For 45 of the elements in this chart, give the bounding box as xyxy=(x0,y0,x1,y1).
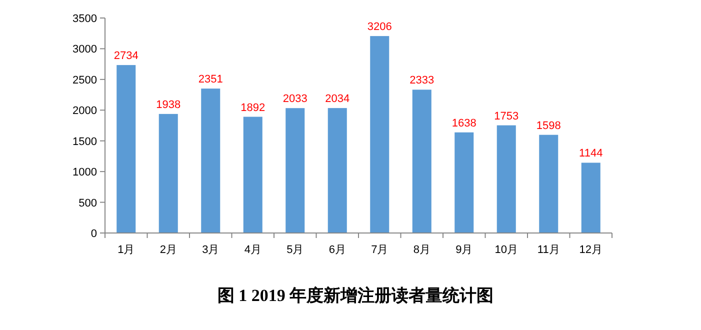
data-label: 2734 xyxy=(114,50,138,62)
bar xyxy=(201,88,220,233)
x-tick-label: 4月 xyxy=(244,244,262,256)
bar xyxy=(328,108,347,233)
data-label: 1144 xyxy=(579,148,603,160)
x-tick-label: 12月 xyxy=(579,244,602,256)
data-label: 2034 xyxy=(325,93,350,106)
bar xyxy=(116,65,136,233)
data-label: 2351 xyxy=(198,74,223,86)
y-tick-label: 2500 xyxy=(72,74,97,86)
data-label: 2333 xyxy=(410,74,434,87)
bar xyxy=(158,114,178,233)
data-label: 1638 xyxy=(452,117,476,130)
data-label: 1753 xyxy=(494,110,519,122)
bar xyxy=(581,162,600,233)
x-tick-label: 5月 xyxy=(286,244,304,256)
bar xyxy=(286,108,305,233)
x-tick-label: 10月 xyxy=(494,244,518,256)
text: 图 1 2019 年度新增注册读者量统计图 xyxy=(217,286,494,305)
y-tick-label: 2000 xyxy=(72,105,97,118)
data-label: 1892 xyxy=(240,102,266,114)
data-label: 1598 xyxy=(536,120,561,132)
data-label: 1938 xyxy=(156,98,181,111)
data-label: 2033 xyxy=(282,93,308,106)
x-tick-label: 6月 xyxy=(328,244,346,256)
y-tick-label: 3500 xyxy=(72,13,97,25)
bar xyxy=(243,116,262,233)
bar xyxy=(454,132,474,233)
x-tick-label: 3月 xyxy=(202,244,220,256)
bar xyxy=(370,36,390,233)
y-tick-label: 0 xyxy=(90,228,97,240)
y-tick-label: 3000 xyxy=(72,44,97,56)
x-tick-label: 1月 xyxy=(118,244,135,256)
y-tick-label: 1000 xyxy=(72,166,97,179)
x-tick-label: 8月 xyxy=(413,244,430,256)
x-tick-label: 2月 xyxy=(160,244,177,256)
bar xyxy=(496,125,516,233)
x-tick-label: 7月 xyxy=(371,244,388,256)
x-tick-label: 11月 xyxy=(537,244,560,256)
x-tick-label: 9月 xyxy=(456,244,473,256)
bar xyxy=(539,134,558,233)
y-tick-label: 1500 xyxy=(72,136,97,148)
data-label: 3206 xyxy=(367,21,392,34)
bar xyxy=(412,90,432,233)
y-tick-label: 500 xyxy=(78,197,97,210)
